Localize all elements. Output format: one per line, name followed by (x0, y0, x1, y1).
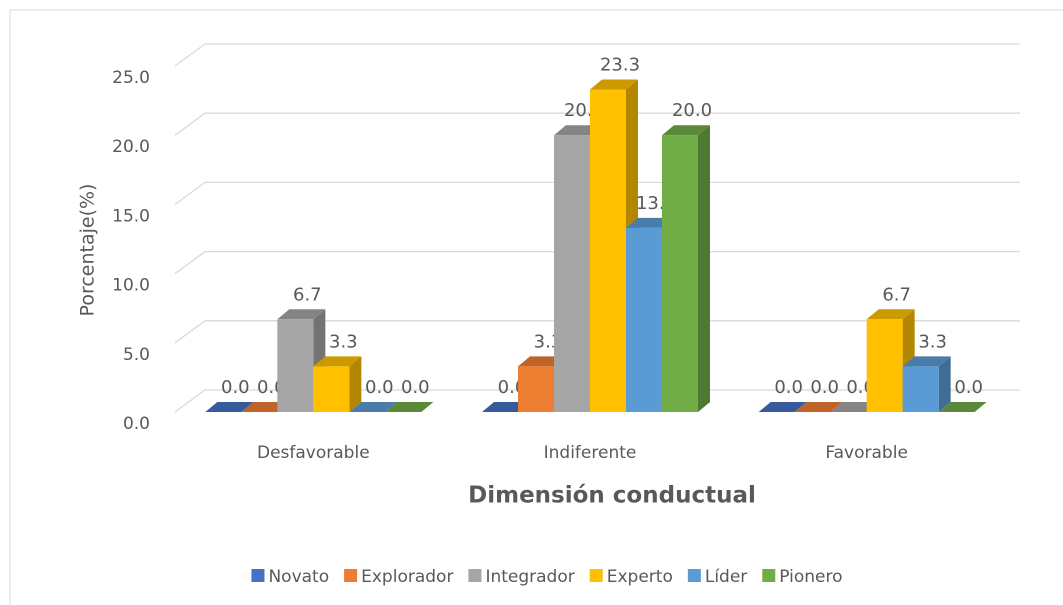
legend-label: Integrador (485, 567, 574, 587)
legend-swatch (344, 569, 358, 582)
bar-top (385, 402, 434, 412)
x-axis-title: Dimensión conductual (468, 483, 756, 509)
bar (626, 227, 662, 412)
grid-line (174, 250, 1020, 275)
legend-swatch (468, 569, 482, 582)
x-tick-label: Indiferente (544, 443, 637, 463)
y-tick-label: 25.0 (112, 68, 150, 88)
bar (866, 319, 903, 412)
data-label: 6.7 (293, 284, 322, 305)
grid-line (174, 389, 1020, 413)
bar (662, 135, 698, 412)
bar-side (938, 356, 951, 412)
bar-top (277, 309, 326, 320)
bar-top (349, 402, 398, 412)
y-axis-title: Porcentaje(%) (77, 184, 99, 317)
y-tick-label: 15.0 (112, 206, 150, 226)
data-label: 3.3 (329, 331, 358, 352)
data-label: 0.0 (810, 377, 839, 398)
x-tick-label: Desfavorable (257, 443, 370, 463)
grid-line (174, 320, 1020, 344)
y-tick-label: 0.0 (123, 414, 150, 434)
legend-swatch (762, 569, 776, 582)
grid-line (174, 112, 1020, 136)
grid-line (174, 181, 1020, 205)
data-label: 0.0 (401, 377, 430, 398)
bar (590, 89, 626, 412)
y-tick-label: 10.0 (112, 276, 150, 296)
data-label: 0.0 (221, 377, 250, 398)
bar (313, 366, 350, 412)
data-label: 0.0 (774, 377, 803, 398)
bar-top (590, 79, 638, 90)
bar (277, 319, 314, 412)
bar (902, 366, 939, 412)
data-label: 0.0 (954, 377, 983, 398)
legend-label: Novato (268, 567, 329, 587)
bar-top (205, 402, 254, 412)
grid-line (174, 43, 1020, 67)
bar-top (662, 125, 710, 136)
bar-top (313, 356, 362, 367)
bar (554, 135, 590, 412)
x-tick-label: Favorable (825, 443, 907, 463)
legend-label: Explorador (361, 567, 453, 587)
bar-side (349, 356, 362, 412)
data-label: 6.7 (882, 284, 911, 305)
legend-swatch (251, 569, 265, 582)
legend-label: Experto (607, 567, 673, 587)
y-tick-label: 5.0 (123, 345, 150, 365)
chart-frame (9, 9, 1063, 605)
bar-side (698, 125, 710, 412)
bar (518, 366, 554, 412)
bar-top (758, 402, 807, 412)
legend-swatch (687, 569, 701, 582)
data-label: 0.0 (365, 377, 394, 398)
data-label: 23.3 (600, 55, 640, 76)
data-label: 20.0 (672, 100, 712, 121)
legend-label: Líder (705, 567, 747, 587)
data-label: 3.3 (918, 331, 947, 352)
bar-top (938, 402, 987, 412)
bar-top (866, 309, 915, 320)
legend-label: Pionero (779, 567, 842, 587)
y-tick-label: 20.0 (112, 137, 150, 157)
bar-top (794, 402, 843, 412)
legend-swatch (589, 569, 603, 582)
bar-top (902, 356, 951, 367)
